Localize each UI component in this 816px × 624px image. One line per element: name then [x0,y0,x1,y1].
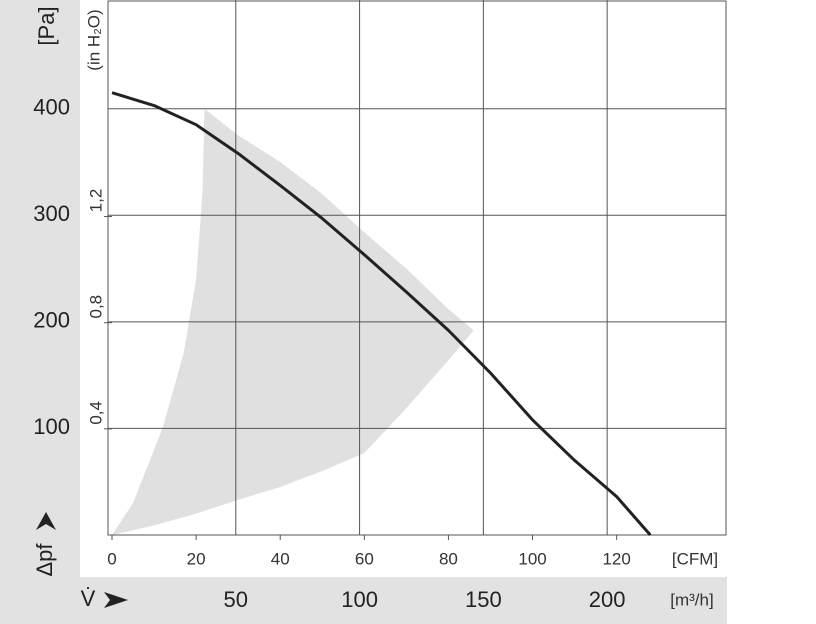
x-unit: [CFM] [672,549,718,568]
y-tick-label: 400 [33,95,70,120]
y-tick-label: 300 [33,201,70,226]
y2-unit: (in H₂O) [84,9,103,70]
x-arrow [104,592,128,608]
x-label: V̇ [81,586,96,611]
x-tick-label: 0 [107,549,116,568]
x2-tick-label: 200 [589,587,626,612]
y-tick-label: 200 [33,308,70,333]
y-tick-label: 100 [33,414,70,439]
x-tick-label: 60 [355,549,374,568]
x-tick-label: 20 [187,549,206,568]
performance-curve [111,91,652,536]
x2-tick-label: 50 [224,587,248,612]
x2-tick-label: 100 [341,587,378,612]
x2-tick-label: 150 [465,587,502,612]
x-tick-label: 40 [271,549,290,568]
x2-unit: [m³/h] [670,590,713,609]
y2-tick-label: 0,8 [86,295,105,319]
y2-tick-label: 0,4 [86,401,105,425]
x-tick-label: 80 [439,549,458,568]
y-unit: [Pa] [34,6,59,45]
left-band [0,0,80,624]
y2-tick-label: 1,2 [86,189,105,213]
plot-frame [107,0,727,536]
y-arrow [36,512,56,530]
x-tick-label: 120 [602,549,630,568]
x-tick-label: 100 [518,549,546,568]
y-label: Δpf [32,543,57,577]
